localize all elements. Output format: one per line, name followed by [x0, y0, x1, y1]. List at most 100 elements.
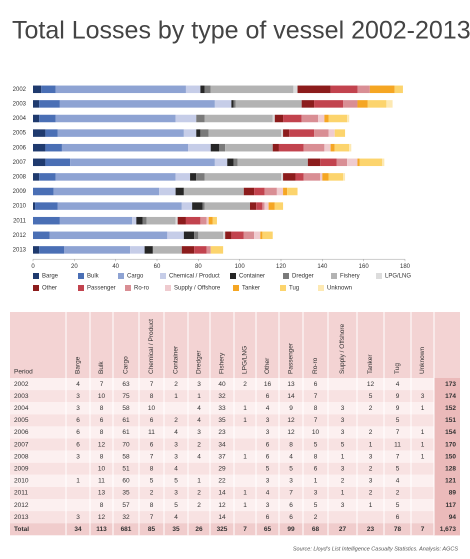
table-row-bg [10, 499, 460, 512]
column-total: 99 [287, 526, 295, 533]
row-label: 2007 [14, 441, 29, 448]
bar-segment [334, 129, 346, 137]
table-cell: 7 [150, 381, 154, 388]
table-cell: 3 [314, 490, 318, 497]
column-total: 27 [339, 526, 347, 533]
bar-segment [33, 158, 46, 167]
table-cell: 6 [150, 441, 154, 448]
table-cell: 8 [100, 405, 104, 412]
legend-label: Ro-ro [134, 286, 150, 292]
period-header: Period [14, 369, 33, 376]
column-header: Unknown [419, 347, 426, 374]
table-cell: 1 [369, 502, 373, 509]
column-header: LPG/LNG [242, 346, 249, 374]
bar-segment [225, 143, 273, 152]
legend-swatch [233, 285, 239, 291]
table-cell: 8 [289, 441, 293, 448]
x-tick-label: 180 [400, 264, 411, 270]
table-cell: 2 [369, 490, 373, 497]
grand-total: 1,673 [440, 526, 457, 533]
row-label: 2009 [14, 465, 29, 472]
table-cell: 3 [197, 429, 201, 436]
table-row-bg [10, 402, 460, 415]
bar-segment [177, 216, 186, 225]
bar-segment [264, 187, 277, 196]
bar-segment [227, 158, 234, 167]
bar-segment [330, 85, 358, 94]
source: Source: Lloyd's List Intelligence Casual… [293, 546, 458, 552]
table-cell: 3 [341, 429, 345, 436]
bar-segment [318, 114, 325, 123]
bar-segment [132, 216, 137, 225]
bar-segment [33, 114, 40, 123]
bar-segment [250, 202, 257, 210]
legend-label: Bulk [87, 274, 100, 280]
bar-segment [256, 202, 263, 210]
legend-swatch [33, 273, 39, 279]
bar-segment [324, 143, 331, 152]
table-cell: 3 [266, 478, 270, 485]
bar-segment [231, 100, 234, 108]
legend-swatch [118, 273, 124, 279]
bar-segment [208, 216, 213, 225]
table-cell: 3 [369, 478, 373, 485]
table-cell: 12 [367, 381, 375, 388]
table-row-bg [10, 523, 460, 536]
bar-segment [53, 187, 160, 196]
table-cell: 3 [266, 502, 270, 509]
row-label: 2008 [14, 453, 29, 460]
bar-segment [314, 129, 329, 137]
table-cell: 57 [122, 502, 130, 509]
table-cell: 10 [98, 393, 106, 400]
table-cell: 5 [266, 465, 270, 472]
table-cell: 9 [396, 405, 400, 412]
table-cell: 6 [289, 502, 293, 509]
column-total: 113 [96, 526, 107, 533]
table-cell: 10 [98, 465, 106, 472]
table-cell: 51 [122, 465, 130, 472]
column-header: Tanker [367, 354, 374, 374]
x-tick-label: 20 [71, 264, 78, 270]
table-cell: 8 [150, 393, 154, 400]
table-cell: 14 [218, 490, 226, 497]
bar-segment [210, 85, 294, 94]
bar-segment [208, 129, 281, 137]
column-header: Tug [394, 363, 401, 374]
table-cell: 1 [314, 478, 318, 485]
bar-segment [320, 173, 323, 181]
bar-segment [152, 246, 182, 254]
legend-label: Barge [42, 274, 59, 280]
row-total: 152 [445, 405, 456, 412]
legend-label: Cargo [127, 274, 144, 280]
bar-segment [357, 85, 370, 94]
row-total: 150 [445, 453, 456, 460]
bar-segment [181, 202, 193, 210]
bar-segment [367, 100, 387, 108]
bar-segment [33, 231, 50, 240]
table-row-bg [10, 378, 460, 391]
table-cell: 2 [197, 441, 201, 448]
table-cell: 5 [341, 441, 345, 448]
table-cell: 11 [98, 478, 105, 485]
y-tick-label: 2006 [13, 145, 27, 151]
bar-segment [33, 173, 40, 181]
column-header: Dredger [196, 350, 203, 374]
table-cell: 3 [341, 465, 345, 472]
row-total: 117 [446, 502, 457, 509]
table-cell: 1 [421, 441, 425, 448]
table-cell: 8 [100, 429, 104, 436]
table-cell: 37 [218, 453, 226, 460]
bar-segment [45, 158, 71, 167]
table-cell: 6 [396, 514, 400, 521]
bar-segment [33, 216, 60, 225]
bar-segment [343, 173, 346, 181]
bar-segment [314, 100, 343, 108]
table-cell: 35 [218, 417, 226, 424]
table-cell: 13 [287, 381, 295, 388]
table-cell: 7 [289, 490, 293, 497]
table-row-bg [10, 390, 460, 403]
table-cell: 3 [174, 453, 178, 460]
table-cell: 1 [421, 405, 425, 412]
bar-segment [175, 187, 184, 196]
bar-segment [55, 173, 176, 181]
